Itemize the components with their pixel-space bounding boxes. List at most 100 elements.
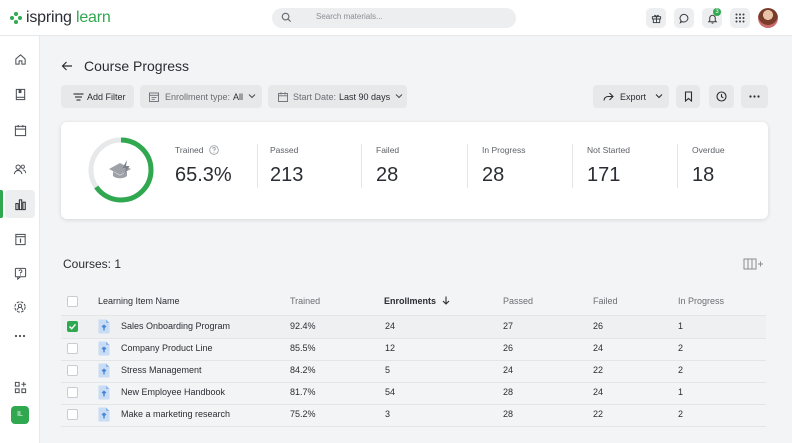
course-name[interactable]: Stress Management — [121, 365, 202, 375]
bookmark-button[interactable] — [676, 85, 700, 108]
sidebar-item-add-widgets[interactable] — [5, 373, 35, 401]
add-filter-label: Add Filter — [87, 91, 126, 102]
chat-button[interactable] — [674, 8, 694, 28]
search-bar[interactable] — [272, 8, 516, 28]
search-input[interactable] — [316, 12, 506, 21]
course-failed: 24 — [593, 343, 604, 353]
question-icon — [14, 267, 26, 280]
sidebar-item-people-settings[interactable] — [5, 293, 35, 321]
stat-in-progress: In Progress 28 — [482, 144, 525, 190]
course-failed: 22 — [593, 365, 604, 375]
help-circle-icon[interactable] — [208, 145, 219, 155]
enrollment-type-value: All — [233, 91, 244, 102]
select-all-checkbox[interactable] — [67, 296, 78, 307]
course-name[interactable]: Company Product Line — [121, 343, 213, 353]
table-row[interactable]: Sales Onboarding Program 92.4% 24 27 26 1 — [61, 316, 766, 338]
add-grid-icon — [14, 381, 26, 393]
course-name[interactable]: Make a marketing research — [121, 409, 231, 419]
divider — [61, 426, 766, 427]
stat-trained-label: Trained — [175, 145, 204, 155]
sidebar: IL — [0, 36, 40, 443]
table-row[interactable]: Stress Management 84.2% 5 24 22 2 — [61, 360, 766, 382]
course-name[interactable]: Sales Onboarding Program — [121, 321, 231, 331]
table-row[interactable]: Make a marketing research 75.2% 3 28 22 2 — [61, 404, 766, 426]
sidebar-item-home[interactable] — [5, 45, 35, 73]
sidebar-item-reports[interactable] — [0, 190, 35, 218]
more-dots-icon — [749, 95, 760, 98]
column-header-in-progress[interactable]: In Progress — [678, 296, 725, 306]
column-header-passed[interactable]: Passed — [503, 296, 534, 306]
row-checkbox[interactable] — [67, 409, 78, 420]
stat-trained-value: 65.3% — [175, 164, 232, 186]
ispring-logo[interactable]: ispring learn — [10, 9, 111, 27]
stat-not-started: Not Started 171 — [587, 144, 630, 190]
divider — [61, 404, 766, 405]
course-trained: 84.2% — [290, 365, 316, 375]
sidebar-item-info[interactable] — [5, 225, 35, 253]
users-icon — [13, 164, 27, 174]
more-dots-icon — [14, 334, 26, 338]
export-button[interactable]: Export — [593, 85, 669, 108]
course-failed: 26 — [593, 321, 604, 331]
schedule-button[interactable] — [709, 85, 734, 108]
course-name[interactable]: New Employee Handbook — [121, 387, 226, 397]
user-initials-badge[interactable]: IL — [11, 406, 29, 424]
page-title: Course Progress — [84, 58, 190, 74]
table-row[interactable]: Company Product Line 85.5% 12 26 24 2 — [61, 338, 766, 360]
more-options-button[interactable] — [741, 85, 768, 108]
sidebar-item-calendar[interactable] — [5, 116, 35, 144]
row-checkbox[interactable] — [67, 343, 78, 354]
sidebar-item-content[interactable] — [5, 80, 35, 108]
apps-button[interactable] — [730, 8, 750, 28]
divider — [677, 144, 678, 188]
divider — [61, 338, 766, 339]
column-header-trained[interactable]: Trained — [290, 296, 321, 306]
column-header-enrollments[interactable]: Enrollments — [384, 296, 450, 306]
start-date-filter[interactable]: Start Date: Last 90 days — [268, 85, 407, 108]
column-settings-button[interactable] — [743, 258, 765, 273]
gift-icon — [651, 14, 661, 23]
row-checkbox[interactable] — [67, 387, 78, 398]
column-header-name[interactable]: Learning Item Name — [98, 296, 180, 306]
stat-trained: Trained 65.3% — [175, 144, 232, 190]
course-enrollments: 3 — [385, 409, 391, 419]
course-file-icon — [98, 363, 110, 378]
divider — [361, 144, 362, 188]
gift-button[interactable] — [646, 8, 666, 28]
course-in-progress: 1 — [678, 387, 684, 397]
user-avatar[interactable] — [758, 8, 778, 28]
divider — [467, 144, 468, 188]
logo-mark-icon — [10, 12, 22, 24]
divider — [572, 144, 573, 188]
row-checkbox[interactable] — [67, 365, 78, 376]
row-checkbox[interactable] — [67, 321, 78, 332]
course-file-icon — [98, 407, 110, 422]
course-file-icon — [98, 341, 110, 356]
sidebar-item-users[interactable] — [5, 155, 35, 183]
divider — [257, 144, 258, 188]
add-filter-button[interactable]: Add Filter — [61, 85, 134, 108]
info-board-icon — [14, 233, 26, 245]
bookmark-icon — [684, 91, 692, 102]
notifications-button[interactable]: 3 — [702, 8, 722, 28]
column-header-enrollments-label: Enrollments — [384, 296, 437, 306]
sidebar-item-help[interactable] — [5, 259, 35, 287]
course-passed: 28 — [503, 409, 514, 419]
stat-passed-label: Passed — [270, 145, 299, 155]
back-button[interactable] — [60, 58, 74, 74]
search-icon — [281, 12, 292, 23]
stat-failed-value: 28 — [376, 164, 399, 186]
course-in-progress: 2 — [678, 365, 684, 375]
table-row[interactable]: New Employee Handbook 81.7% 54 28 24 1 — [61, 382, 766, 404]
column-header-failed[interactable]: Failed — [593, 296, 618, 306]
courses-count-title: Courses: 1 — [63, 257, 122, 271]
sidebar-item-more[interactable] — [5, 322, 35, 350]
calendar-icon — [14, 124, 26, 136]
course-trained: 75.2% — [290, 409, 316, 419]
columns-add-icon — [743, 258, 763, 270]
stat-failed: Failed 28 — [376, 144, 399, 190]
course-passed: 27 — [503, 321, 514, 331]
stat-failed-label: Failed — [376, 145, 400, 155]
chevron-down-icon — [248, 94, 256, 99]
enrollment-type-filter[interactable]: Enrollment type: All — [140, 85, 262, 108]
